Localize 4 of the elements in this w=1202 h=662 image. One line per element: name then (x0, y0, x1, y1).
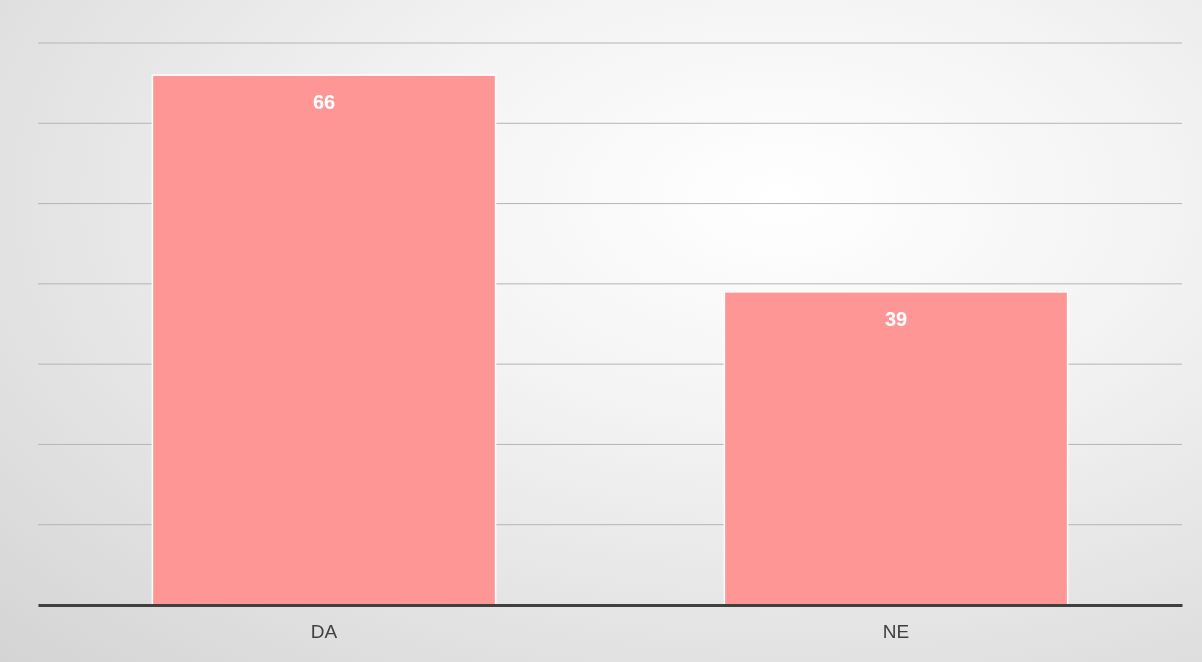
data-label: 66 (312, 91, 336, 114)
x-tick-label: DA (310, 621, 338, 643)
x-tick-label: NE (882, 621, 910, 643)
data-label: 39 (884, 307, 908, 330)
